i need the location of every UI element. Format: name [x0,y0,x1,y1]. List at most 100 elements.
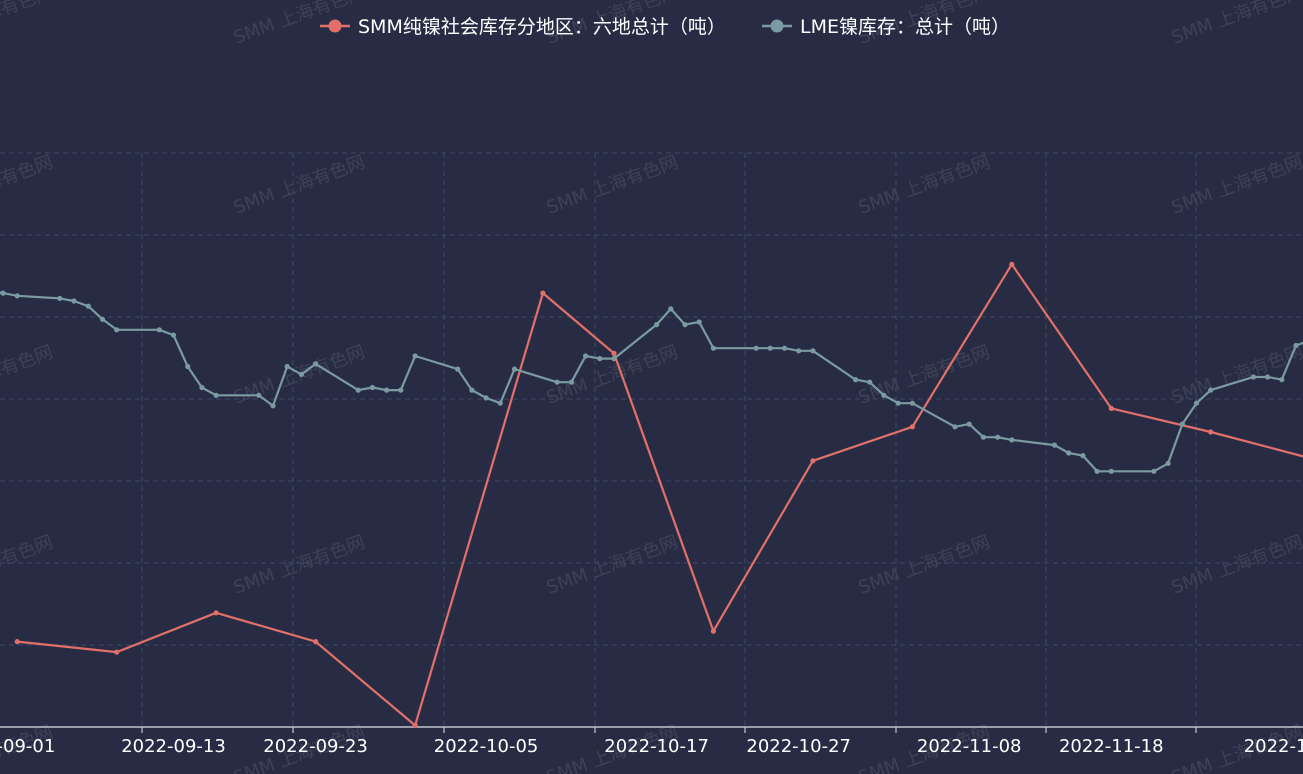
watermark-text: SMM 上海有色网 [856,152,993,219]
data-point[interactable] [114,327,120,333]
data-point[interactable] [1151,468,1157,474]
data-point[interactable] [554,379,560,385]
data-point[interactable] [213,392,219,398]
legend-item-lme[interactable]: LME镍库存：总计（吨） [762,16,1010,38]
data-point[interactable] [1066,450,1072,456]
data-point[interactable] [682,322,688,328]
data-point[interactable] [710,628,717,634]
watermark-text: SMM 上海有色网 [231,152,368,219]
data-point[interactable] [810,458,816,464]
data-point[interactable] [696,319,702,325]
data-point[interactable] [0,290,6,296]
data-point[interactable] [753,345,759,351]
legend-item-smm[interactable]: SMM纯镍社会库存分地区：六地总计（吨） [320,16,726,38]
data-point[interactable] [412,722,418,729]
data-point[interactable] [1265,374,1271,380]
watermark-text: SMM 上海有色网 [231,0,368,49]
data-point[interactable] [455,366,461,372]
data-point[interactable] [199,384,205,391]
data-point[interactable] [852,377,859,383]
data-point[interactable] [99,316,106,322]
data-point[interactable] [313,361,319,367]
watermark-text: SMM 上海有色网 [1169,0,1303,49]
data-point[interactable] [1250,374,1256,380]
data-point[interactable] [668,306,674,312]
data-point[interactable] [909,424,916,430]
grid [0,152,1303,727]
series-line-0 [17,263,1303,727]
data-point[interactable] [597,356,603,362]
data-point[interactable] [1208,387,1214,393]
data-point[interactable] [114,649,120,655]
legend-label-lme: LME镍库存：总计（吨） [800,16,1010,38]
data-point[interactable] [1009,261,1015,267]
x-tick-label: 2022-09-01 [0,736,55,757]
data-point[interactable] [497,400,503,406]
data-point[interactable] [867,379,873,385]
series-0 [14,261,1303,729]
data-point[interactable] [1108,405,1114,411]
data-point[interactable] [1208,429,1214,435]
data-point[interactable] [781,345,788,351]
data-point[interactable] [156,327,162,333]
data-point[interactable] [213,610,219,616]
data-point[interactable] [71,298,77,304]
data-point[interactable] [895,400,901,406]
data-point[interactable] [767,345,773,351]
data-point[interactable] [369,384,375,391]
data-point[interactable] [1293,342,1299,349]
data-point[interactable] [980,434,987,440]
data-point[interactable] [483,395,489,401]
data-point[interactable] [398,387,404,393]
x-tick-label: 2022-10-17 [604,736,709,757]
data-point[interactable] [384,387,390,393]
data-point[interactable] [796,348,802,354]
data-point[interactable] [611,356,617,362]
data-point[interactable] [1051,442,1058,448]
data-point[interactable] [85,303,91,309]
data-point[interactable] [966,421,972,427]
data-point[interactable] [355,387,361,393]
data-point[interactable] [1193,400,1200,406]
data-point[interactable] [568,379,575,385]
watermark-text: SMM 上海有色网 [544,152,681,219]
data-point[interactable] [1279,377,1285,383]
data-point[interactable] [284,363,290,370]
data-point[interactable] [412,353,418,359]
watermark-text: SMM 上海有色网 [856,532,993,599]
data-point[interactable] [270,403,276,409]
data-point[interactable] [511,366,518,372]
x-tick-label: 2022-10-05 [434,736,539,757]
data-point[interactable] [909,400,916,406]
series-line-1 [0,291,1303,473]
data-point[interactable] [1080,453,1086,459]
data-point[interactable] [710,345,717,351]
data-point[interactable] [1179,421,1185,427]
legend[interactable]: SMM纯镍社会库存分地区：六地总计（吨） LME镍库存：总计（吨） [320,16,1010,38]
data-point[interactable] [1108,468,1114,474]
x-tick-label: 2022-10-27 [746,736,851,757]
data-point[interactable] [540,290,546,296]
data-point[interactable] [611,350,617,356]
data-point[interactable] [14,639,20,645]
legend-label-smm: SMM纯镍社会库存分地区：六地总计（吨） [358,16,726,38]
data-point[interactable] [57,295,63,301]
data-point[interactable] [1009,437,1015,443]
data-point[interactable] [810,348,816,354]
data-point[interactable] [14,293,20,299]
data-point[interactable] [654,322,660,328]
data-point[interactable] [469,387,475,393]
data-point[interactable] [1094,468,1100,474]
data-point[interactable] [952,424,958,430]
data-point[interactable] [313,639,319,645]
data-point[interactable] [881,392,887,398]
data-point[interactable] [256,392,262,398]
data-point[interactable] [185,363,191,370]
data-point[interactable] [298,371,304,377]
data-point[interactable] [583,353,589,359]
data-point[interactable] [170,332,177,338]
series-1 [0,290,1303,474]
data-point[interactable] [1165,460,1171,466]
data-point[interactable] [995,434,1001,440]
